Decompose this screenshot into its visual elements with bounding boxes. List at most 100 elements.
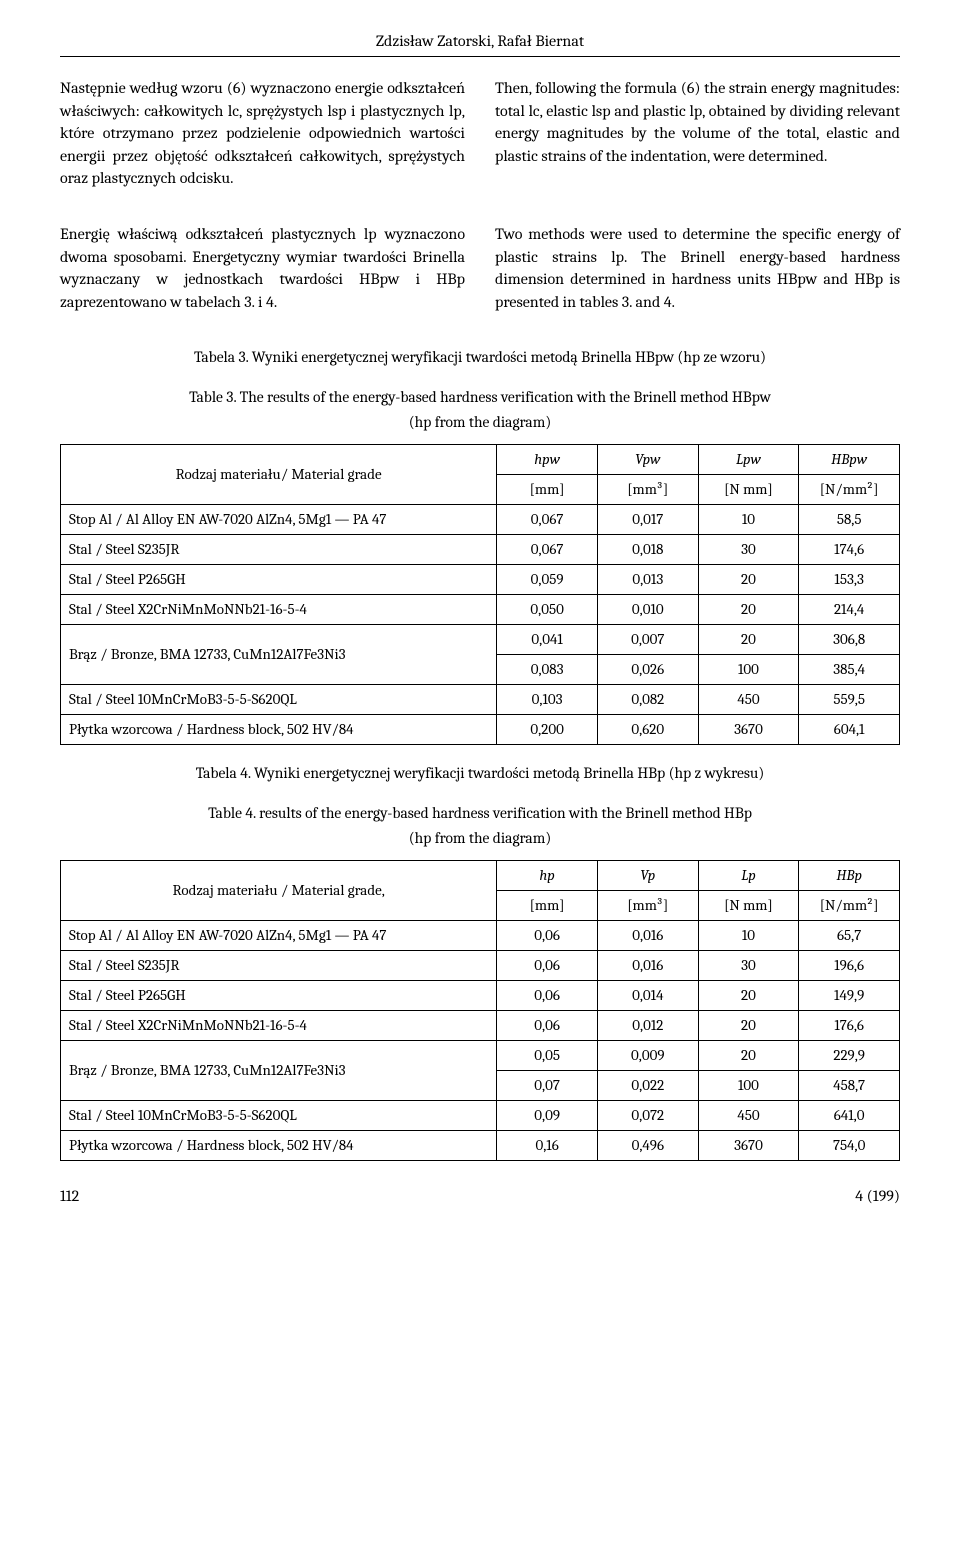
footer-issue: 4 (199) — [855, 1185, 900, 1207]
cell-l: 20 — [698, 981, 799, 1011]
cell-h: 0,05 — [497, 1041, 598, 1071]
cell-hb: 149,9 — [799, 981, 900, 1011]
col-pl-1: Następnie według wzoru (6) wyznaczono en… — [60, 77, 465, 203]
cell-l: 20 — [698, 1011, 799, 1041]
table-row: Stop Al / Al Alloy EN AW-7020 AlZn4, 5Mg… — [61, 504, 900, 534]
t4-header-l-unit: [N mm] — [698, 891, 799, 921]
t3-header-hb: HBpw — [799, 444, 900, 474]
cell-v: 0,007 — [597, 624, 698, 654]
text-columns-row1: Następnie według wzoru (6) wyznaczono en… — [60, 77, 900, 203]
cell-l: 20 — [698, 594, 799, 624]
table4-caption-en1: Table 4. results of the energy-based har… — [60, 803, 900, 825]
t3-header-material: Rodzaj materiału/ Material grade — [61, 444, 497, 504]
cell-h: 0,067 — [497, 534, 598, 564]
cell-hb: 214,4 — [799, 594, 900, 624]
header-divider — [60, 56, 900, 57]
t4-header-v-unit: [mm³] — [597, 891, 698, 921]
text-columns-row2: Energię właściwą odkształceń plastycznyc… — [60, 223, 900, 327]
cell-h: 0,09 — [497, 1101, 598, 1131]
cell-l: 20 — [698, 564, 799, 594]
table4: Rodzaj materiału / Material grade, hp Vp… — [60, 860, 900, 1161]
cell-h: 0,06 — [497, 1011, 598, 1041]
cell-v: 0,496 — [597, 1131, 698, 1161]
col-pl-2: Energię właściwą odkształceń plastycznyc… — [60, 223, 465, 327]
table-row: Brąz / Bronze, BMA 12733, CuMn12Al7Fe3Ni… — [61, 1041, 900, 1071]
cell-v: 0,082 — [597, 684, 698, 714]
cell-h: 0,06 — [497, 921, 598, 951]
t4-header-material: Rodzaj materiału / Material grade, — [61, 861, 497, 921]
table3-caption-en2: (hp from the diagram) — [60, 412, 900, 434]
table-row: Stal / Steel P265GH0,0590,01320153,3 — [61, 564, 900, 594]
cell-h: 0,067 — [497, 504, 598, 534]
t4-header-hb-unit: [N/mm²] — [799, 891, 900, 921]
t3-header-l: Lpw — [698, 444, 799, 474]
cell-l: 30 — [698, 951, 799, 981]
table3: Rodzaj materiału/ Material grade hpw Vpw… — [60, 444, 900, 745]
cell-l: 3670 — [698, 1131, 799, 1161]
table-row: Płytka wzorcowa / Hardness block, 502 HV… — [61, 714, 900, 744]
table4-caption-en2: (hp from the diagram) — [60, 828, 900, 850]
cell-material: Brąz / Bronze, BMA 12733, CuMn12Al7Fe3Ni… — [61, 624, 497, 684]
col-en-1: Then, following the formula (6) the stra… — [495, 77, 900, 203]
table3-caption-en1: Table 3. The results of the energy-based… — [60, 387, 900, 409]
t3-header-v-unit: [mm³] — [597, 474, 698, 504]
cell-h: 0,200 — [497, 714, 598, 744]
cell-v: 0,016 — [597, 951, 698, 981]
cell-v: 0,010 — [597, 594, 698, 624]
cell-material: Stal / Steel 10MnCrMoB3-5-5-S620QL — [61, 1101, 497, 1131]
cell-hb: 458,7 — [799, 1071, 900, 1101]
cell-h: 0,041 — [497, 624, 598, 654]
cell-material: Stal / Steel S235JR — [61, 951, 497, 981]
table-row: Stal / Steel 10MnCrMoB3-5-5-S620QL0,1030… — [61, 684, 900, 714]
table4-caption-pl: Tabela 4. Wyniki energetycznej weryfikac… — [60, 763, 900, 785]
cell-v: 0,072 — [597, 1101, 698, 1131]
t3-header-hb-unit: [N/mm²] — [799, 474, 900, 504]
cell-hb: 153,3 — [799, 564, 900, 594]
cell-l: 3670 — [698, 714, 799, 744]
cell-material: Stal / Steel X2CrNiMnMoNNb21-16-5-4 — [61, 1011, 497, 1041]
page-footer: 112 4 (199) — [60, 1185, 900, 1207]
cell-l: 100 — [698, 654, 799, 684]
t3-header-h-unit: [mm] — [497, 474, 598, 504]
cell-v: 0,620 — [597, 714, 698, 744]
cell-hb: 174,6 — [799, 534, 900, 564]
cell-h: 0,059 — [497, 564, 598, 594]
cell-hb: 604,1 — [799, 714, 900, 744]
cell-hb: 385,4 — [799, 654, 900, 684]
cell-v: 0,012 — [597, 1011, 698, 1041]
table-row: Stal / Steel X2CrNiMnMoNNb21-16-5-40,060… — [61, 1011, 900, 1041]
cell-material: Stal / Steel S235JR — [61, 534, 497, 564]
cell-l: 10 — [698, 504, 799, 534]
t4-header-h: hp — [497, 861, 598, 891]
cell-l: 450 — [698, 1101, 799, 1131]
para-pl-1: Następnie według wzoru (6) wyznaczono en… — [60, 77, 465, 189]
cell-v: 0,018 — [597, 534, 698, 564]
para-en-1: Then, following the formula (6) the stra… — [495, 77, 900, 167]
cell-l: 100 — [698, 1071, 799, 1101]
table-row: Stop Al / Al Alloy EN AW-7020 AlZn4, 5Mg… — [61, 921, 900, 951]
cell-l: 450 — [698, 684, 799, 714]
cell-hb: 306,8 — [799, 624, 900, 654]
t3-header-h: hpw — [497, 444, 598, 474]
cell-l: 10 — [698, 921, 799, 951]
cell-v: 0,026 — [597, 654, 698, 684]
cell-h: 0,083 — [497, 654, 598, 684]
table3-caption-pl: Tabela 3. Wyniki energetycznej weryfikac… — [60, 347, 900, 369]
cell-v: 0,013 — [597, 564, 698, 594]
cell-hb: 176,6 — [799, 1011, 900, 1041]
cell-v: 0,016 — [597, 921, 698, 951]
cell-material: Stal / Steel 10MnCrMoB3-5-5-S620QL — [61, 684, 497, 714]
cell-h: 0,06 — [497, 951, 598, 981]
cell-l: 20 — [698, 1041, 799, 1071]
cell-material: Stop Al / Al Alloy EN AW-7020 AlZn4, 5Mg… — [61, 921, 497, 951]
table-row: Stal / Steel S235JR0,060,01630196,6 — [61, 951, 900, 981]
cell-hb: 559,5 — [799, 684, 900, 714]
table-row: Stal / Steel P265GH0,060,01420149,9 — [61, 981, 900, 1011]
cell-material: Brąz / Bronze, BMA 12733, CuMn12Al7Fe3Ni… — [61, 1041, 497, 1101]
para-pl-2: Energię właściwą odkształceń plastycznyc… — [60, 223, 465, 313]
col-en-2: Two methods were used to determine the s… — [495, 223, 900, 327]
t4-header-hb: HBp — [799, 861, 900, 891]
cell-material: Płytka wzorcowa / Hardness block, 502 HV… — [61, 714, 497, 744]
cell-v: 0,017 — [597, 504, 698, 534]
cell-h: 0,103 — [497, 684, 598, 714]
